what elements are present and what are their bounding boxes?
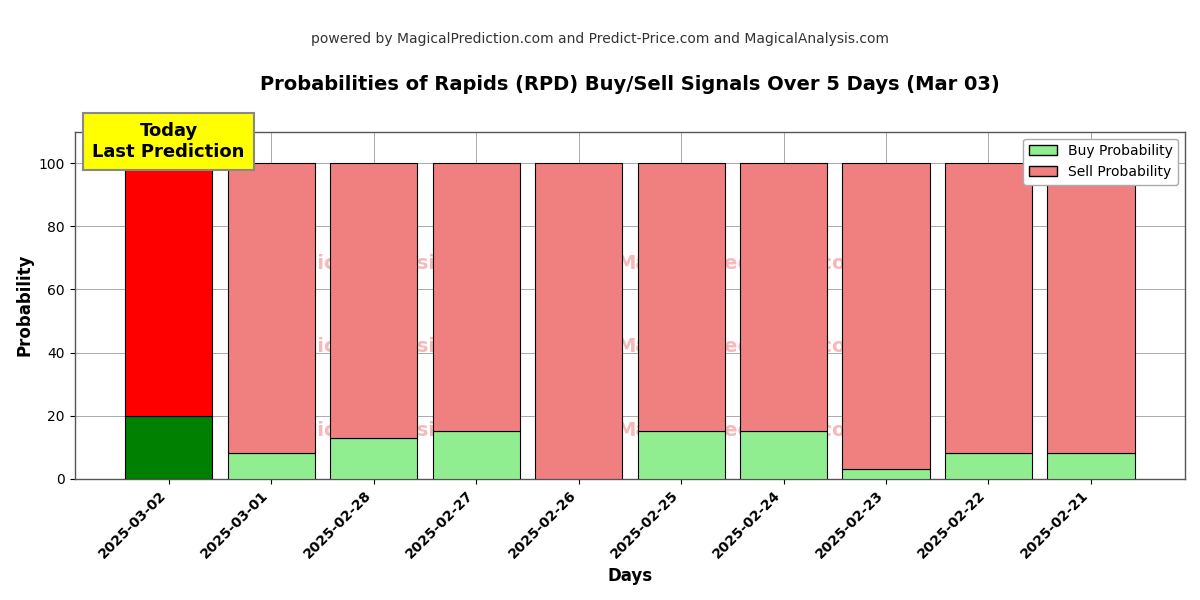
Bar xyxy=(1048,163,1134,454)
Text: MagicalAnalysis.com: MagicalAnalysis.com xyxy=(271,254,499,273)
Bar xyxy=(740,163,827,431)
Bar xyxy=(637,431,725,479)
Bar xyxy=(842,163,930,469)
Bar xyxy=(944,454,1032,479)
Text: powered by MagicalPrediction.com and Predict-Price.com and MagicalAnalysis.com: powered by MagicalPrediction.com and Pre… xyxy=(311,32,889,46)
Bar xyxy=(228,163,314,454)
Bar xyxy=(330,163,418,437)
Legend: Buy Probability, Sell Probability: Buy Probability, Sell Probability xyxy=(1024,139,1178,185)
Bar xyxy=(637,163,725,431)
Bar xyxy=(740,431,827,479)
X-axis label: Days: Days xyxy=(607,567,653,585)
Bar xyxy=(842,469,930,479)
Bar xyxy=(944,163,1032,454)
Title: Probabilities of Rapids (RPD) Buy/Sell Signals Over 5 Days (Mar 03): Probabilities of Rapids (RPD) Buy/Sell S… xyxy=(260,75,1000,94)
Bar xyxy=(330,437,418,479)
Bar xyxy=(1048,454,1134,479)
Text: Today
Last Prediction: Today Last Prediction xyxy=(92,122,245,161)
Bar xyxy=(125,416,212,479)
Text: MagicalAnalysis.com: MagicalAnalysis.com xyxy=(271,421,499,440)
Text: MagicalPrediction.com: MagicalPrediction.com xyxy=(616,337,865,356)
Bar xyxy=(432,431,520,479)
Y-axis label: Probability: Probability xyxy=(16,254,34,356)
Bar xyxy=(432,163,520,431)
Text: MagicalPrediction.com: MagicalPrediction.com xyxy=(616,254,865,273)
Text: MagicalPrediction.com: MagicalPrediction.com xyxy=(616,421,865,440)
Bar xyxy=(535,163,622,479)
Text: MagicalAnalysis.com: MagicalAnalysis.com xyxy=(271,337,499,356)
Bar xyxy=(125,163,212,416)
Bar xyxy=(228,454,314,479)
